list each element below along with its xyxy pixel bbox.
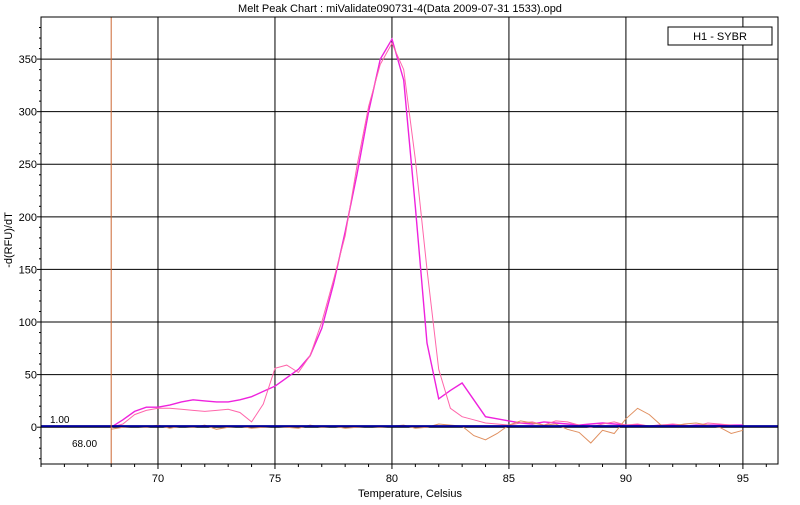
- x-tick-label: 95: [737, 473, 749, 485]
- series-line: [110, 37, 743, 428]
- y-tick-label: 0: [31, 422, 37, 434]
- x-tick-label: 70: [152, 473, 164, 485]
- grid-layer: [41, 17, 778, 464]
- y-tick-label: 250: [19, 159, 37, 171]
- y-tick-label: 300: [19, 107, 37, 119]
- legend: H1 - SYBR: [667, 26, 773, 46]
- y-tick-label: 350: [19, 54, 37, 66]
- x-tick-label: 80: [386, 473, 398, 485]
- y-tick-label: 50: [25, 370, 37, 382]
- x-tick-label: 75: [269, 473, 281, 485]
- series-layer: [41, 17, 778, 464]
- y-tick-label: 200: [19, 212, 37, 224]
- legend-entry: H1 - SYBR: [693, 31, 747, 43]
- x-tick-label: 85: [503, 473, 515, 485]
- y-tick-label: 150: [19, 264, 37, 276]
- chart-title: Melt Peak Chart : miValidate090731-4(Dat…: [238, 3, 562, 15]
- threshold-label: 1.00: [50, 415, 70, 426]
- series-line: [111, 407, 744, 444]
- axis-layer: 70 75 80 85 90 95 0 50 100 150 200 250 300 350: [19, 27, 767, 485]
- y-axis-label: -d(RFU)/dT: [3, 212, 15, 268]
- legend-box: [667, 26, 773, 46]
- series-line: [111, 42, 743, 428]
- x-tick-label: 90: [620, 473, 632, 485]
- y-tick-label: 100: [19, 317, 37, 329]
- plot-frame: [40, 16, 779, 465]
- x-axis-label: Temperature, Celsius: [358, 488, 462, 500]
- marker-line-label: 68.00: [72, 439, 97, 450]
